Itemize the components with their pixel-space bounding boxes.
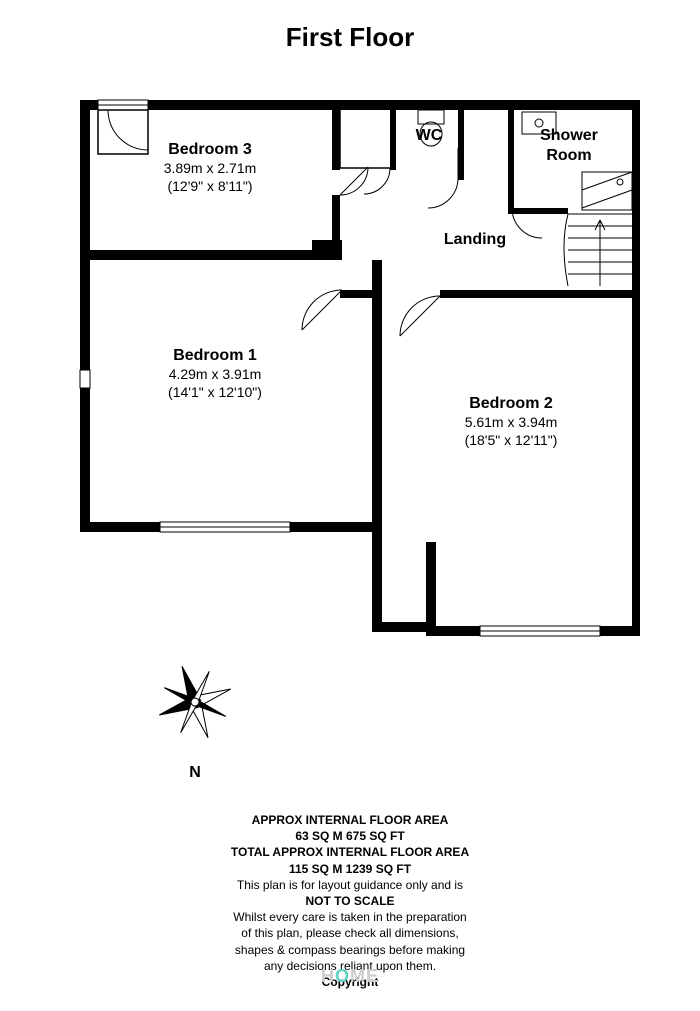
room-name: Bedroom 1 bbox=[120, 346, 310, 366]
footer-text: APPROX INTERNAL FLOOR AREA 63 SQ M 675 S… bbox=[0, 812, 700, 990]
floorplan: Bedroom 3 3.89m x 2.71m (12'9" x 8'11") … bbox=[60, 90, 640, 650]
room-name: Shower bbox=[514, 126, 624, 146]
footer-line: TOTAL APPROX INTERNAL FLOOR AREA bbox=[0, 844, 700, 860]
page-title: First Floor bbox=[0, 22, 700, 53]
footer-line: 115 SQ M 1239 SQ FT bbox=[0, 861, 700, 877]
room-name: Bedroom 3 bbox=[120, 140, 300, 160]
logo-text2: ME bbox=[350, 966, 379, 986]
footer-line: shapes & compass bearings before making bbox=[0, 942, 700, 958]
label-landing: Landing bbox=[420, 230, 530, 250]
compass-north-label: N bbox=[189, 764, 201, 782]
room-dim-ft: (14'1" x 12'10") bbox=[120, 384, 310, 402]
logo: HOME bbox=[321, 966, 379, 987]
footer-line: of this plan, please check all dimension… bbox=[0, 925, 700, 941]
room-dim-ft: (18'5" x 12'11") bbox=[416, 432, 606, 450]
room-dim-m: 3.89m x 2.71m bbox=[120, 160, 300, 178]
label-bedroom1: Bedroom 1 4.29m x 3.91m (14'1" x 12'10") bbox=[120, 346, 310, 401]
room-name2: Room bbox=[514, 146, 624, 166]
compass-rose: N bbox=[140, 652, 250, 772]
room-dim-m: 4.29m x 3.91m bbox=[120, 366, 310, 384]
footer-line: APPROX INTERNAL FLOOR AREA bbox=[0, 812, 700, 828]
room-name: WC bbox=[404, 126, 454, 146]
room-name: Landing bbox=[420, 230, 530, 250]
label-shower: Shower Room bbox=[514, 126, 624, 166]
footer-line: Whilst every care is taken in the prepar… bbox=[0, 909, 700, 925]
label-bedroom2: Bedroom 2 5.61m x 3.94m (18'5" x 12'11") bbox=[416, 394, 606, 449]
logo-accent: O bbox=[335, 966, 350, 987]
logo-text: H bbox=[321, 966, 335, 986]
compass-icon bbox=[140, 652, 250, 762]
room-dim-ft: (12'9" x 8'11") bbox=[120, 178, 300, 196]
footer-line: NOT TO SCALE bbox=[0, 893, 700, 909]
room-name: Bedroom 2 bbox=[416, 394, 606, 414]
label-wc: WC bbox=[404, 126, 454, 146]
label-bedroom3: Bedroom 3 3.89m x 2.71m (12'9" x 8'11") bbox=[120, 140, 300, 195]
footer-line: 63 SQ M 675 SQ FT bbox=[0, 828, 700, 844]
footer-line: This plan is for layout guidance only an… bbox=[0, 877, 700, 893]
room-dim-m: 5.61m x 3.94m bbox=[416, 414, 606, 432]
